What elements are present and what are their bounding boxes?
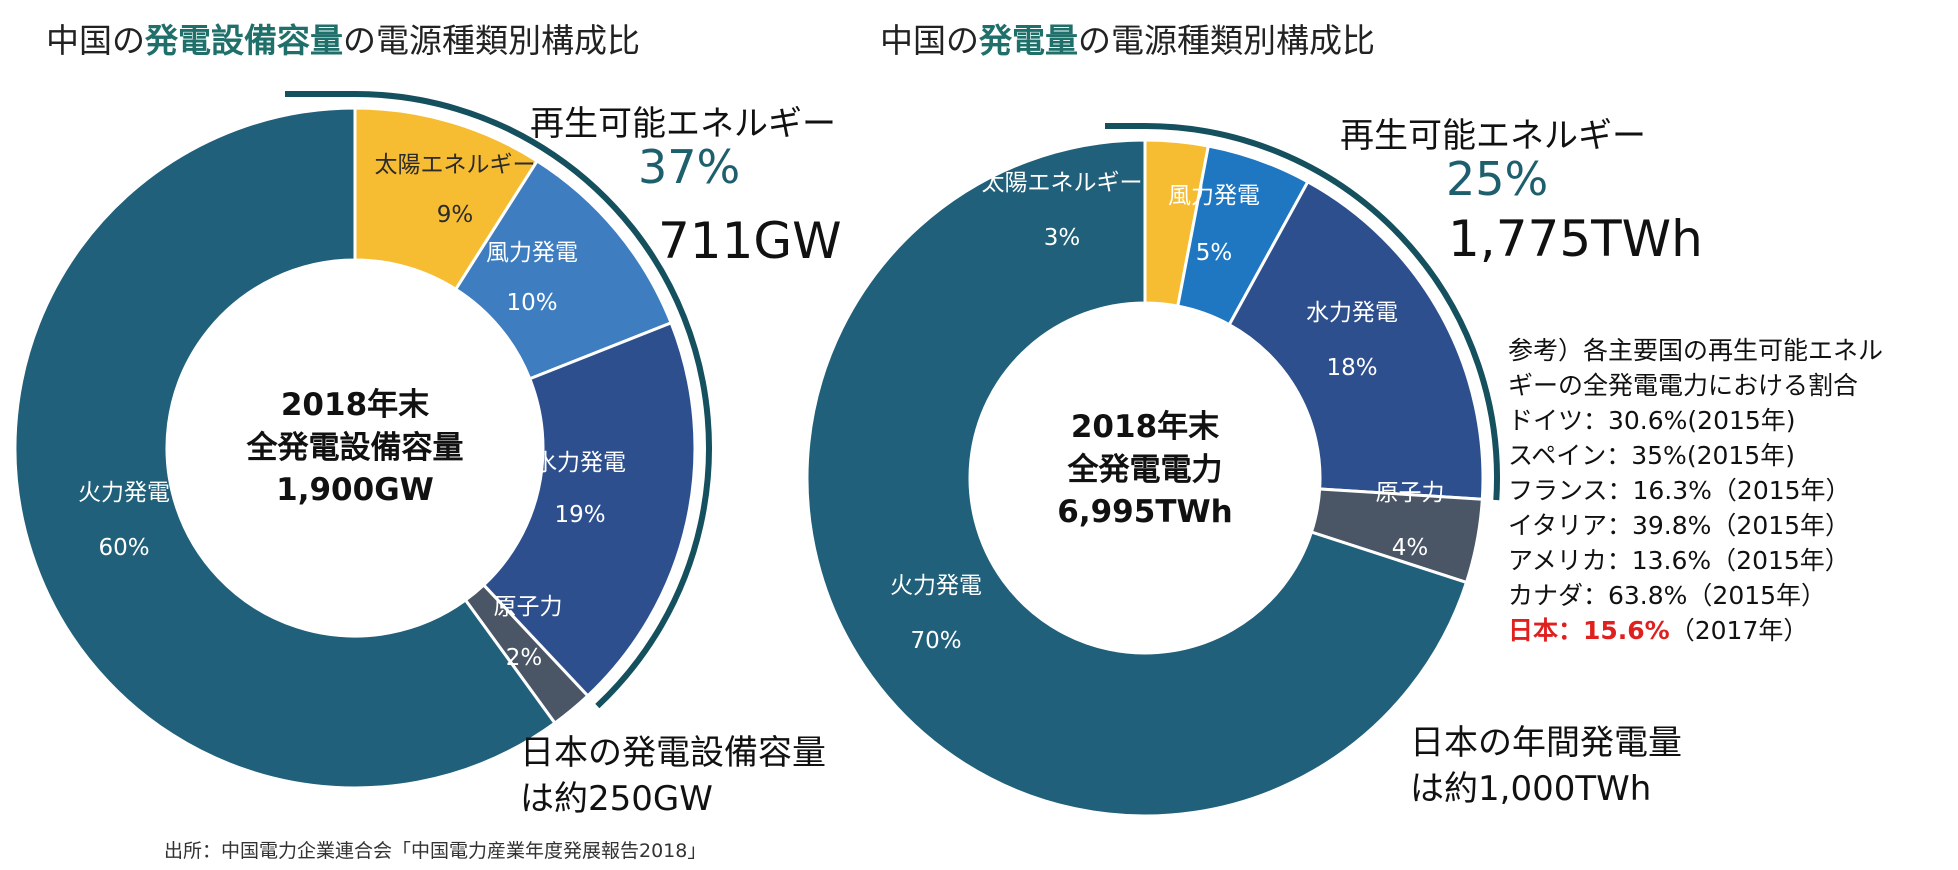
right-chart-title: 中国の発電量の電源種類別構成比 — [880, 14, 1375, 62]
right-japan-note-line-1: 日本の年間発電量 — [1410, 723, 1682, 763]
left-title-post: の電源種類別構成比 — [343, 21, 640, 60]
right-center-line-3: 6,995TWh — [1057, 494, 1232, 530]
right-slice-label-solar: 太陽エネルギー — [982, 170, 1143, 196]
left-slice-value-solar: 9% — [437, 202, 474, 228]
reference-line: ギーの全発電電力における割合 — [1508, 371, 1859, 400]
left-slice-value-thermal: 60% — [98, 535, 149, 561]
right-renewable-share: 25% — [1446, 152, 1549, 206]
source-note: 出所：中国電力企業連合会「中国電力産業年度発展報告2018」 — [164, 840, 707, 862]
right-japan-note: 日本の年間発電量 は約1,000TWh — [1410, 720, 1682, 812]
right-title-post: の電源種類別構成比 — [1078, 21, 1375, 60]
left-center-line-1: 2018年末 — [281, 387, 429, 423]
reference-line: スペイン：35%(2015年) — [1508, 441, 1795, 470]
left-title-highlight: 発電設備容量 — [145, 21, 343, 60]
left-japan-note-line-1: 日本の発電設備容量 — [520, 733, 826, 773]
reference-line: アメリカ：13.6%（2015年） — [1508, 546, 1850, 575]
right-slice-label-hydro: 水力発電 — [1306, 300, 1398, 326]
right-slice-value-wind: 5% — [1196, 240, 1233, 266]
left-renewable-share: 37% — [638, 140, 741, 194]
left-japan-note-line-2: は約250GW — [520, 779, 713, 819]
right-slice-value-nuclear: 4% — [1392, 535, 1429, 561]
reference-list: 参考）各主要国の再生可能エネル ギーの全発電電力における割合 ドイツ：30.6%… — [1508, 333, 1883, 648]
right-slice-value-thermal: 70% — [910, 628, 961, 654]
right-center-line-2: 全発電電力 — [1067, 452, 1223, 488]
reference-line: ドイツ：30.6%(2015年) — [1508, 406, 1796, 435]
right-title-highlight: 発電量 — [979, 21, 1078, 60]
left-japan-note: 日本の発電設備容量 は約250GW — [520, 730, 826, 822]
left-title-pre: 中国の — [46, 21, 145, 60]
left-chart-title: 中国の発電設備容量の電源種類別構成比 — [46, 14, 640, 62]
reference-line: カナダ：63.8%（2015年） — [1508, 581, 1827, 610]
reference-line: フランス：16.3%（2015年） — [1508, 476, 1851, 505]
right-donut: 太陽エネルギー 3% 風力発電 5% 水力発電 18% 原子力 4% 火力発電 70% — [805, 138, 1485, 818]
left-slice-value-nuclear: 2% — [506, 645, 543, 671]
reference-japan-suffix: （2017年） — [1669, 616, 1809, 645]
reference-line: 参考）各主要国の再生可能エネル — [1508, 336, 1884, 365]
left-slice-label-thermal: 火力発電 — [78, 480, 170, 506]
left-renewable-label: 再生可能エネルギー — [530, 104, 836, 144]
reference-line: イタリア：39.8%（2015年） — [1508, 511, 1851, 540]
left-slice-thermal — [13, 106, 557, 790]
right-slice-value-solar: 3% — [1044, 225, 1081, 251]
reference-japan-line: 日本：15.6%（2017年） — [1508, 613, 1883, 648]
left-slice-value-wind: 10% — [506, 290, 557, 316]
left-center-line-2: 全発電設備容量 — [246, 430, 464, 466]
right-slice-label-nuclear: 原子力 — [1376, 480, 1445, 506]
right-slice-label-thermal: 火力発電 — [890, 573, 982, 599]
right-renewable-label: 再生可能エネルギー — [1340, 116, 1646, 156]
left-center-line-3: 1,900GW — [276, 472, 434, 508]
right-center-line-1: 2018年末 — [1071, 409, 1219, 445]
right-slice-value-hydro: 18% — [1326, 355, 1377, 381]
left-slice-label-wind: 風力発電 — [486, 240, 578, 266]
left-slice-label-nuclear: 原子力 — [494, 594, 563, 620]
left-slice-hydro — [481, 320, 697, 698]
reference-japan-highlight: 日本：15.6% — [1508, 616, 1670, 645]
left-renewable-amount: 711GW — [658, 212, 842, 270]
right-slice-label-wind: 風力発電 — [1168, 183, 1260, 209]
left-slice-label-hydro: 水力発電 — [534, 450, 626, 476]
left-slice-label-solar: 太陽エネルギー — [375, 152, 536, 178]
left-donut: 太陽エネルギー 9% 風力発電 10% 水力発電 19% 原子力 2% 火力発電 60% — [13, 106, 697, 790]
left-slice-value-hydro: 19% — [554, 502, 605, 528]
right-japan-note-line-2: は約1,000TWh — [1410, 769, 1652, 809]
right-slice-thermal — [805, 138, 1469, 818]
right-renewable-amount: 1,775TWh — [1448, 210, 1703, 268]
right-title-pre: 中国の — [880, 21, 979, 60]
right-slice-hydro — [1227, 179, 1485, 501]
right-renewable-bracket — [1105, 123, 1500, 501]
left-renewable-bracket — [285, 91, 712, 709]
